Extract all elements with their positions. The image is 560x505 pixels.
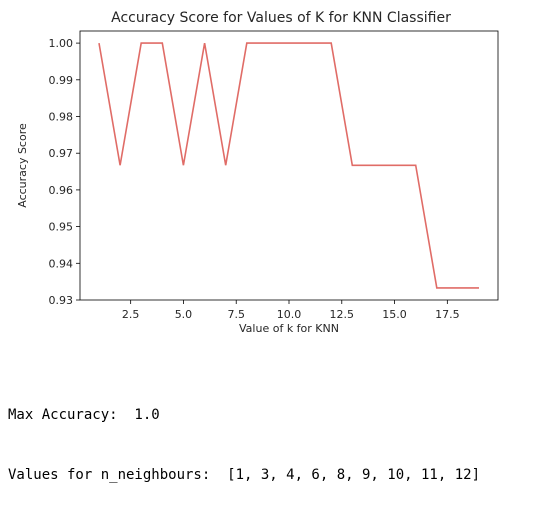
x-tick-label: 2.5 <box>122 308 140 321</box>
x-tick-label: 17.5 <box>435 308 460 321</box>
accuracy-line-chart: Accuracy Score for Values of K for KNN C… <box>16 10 499 335</box>
y-tick-label: 0.95 <box>49 221 74 234</box>
accuracy-series-line <box>98 42 479 289</box>
series-layer <box>98 42 479 289</box>
console-output: Max Accuracy: 1.0 Values for n_neighbour… <box>8 365 480 505</box>
y-tick-label: 1.00 <box>49 37 74 50</box>
x-axis-label: Value of k for KNN <box>239 322 339 335</box>
x-tick-label: 10.0 <box>277 308 302 321</box>
x-tick-label: 7.5 <box>227 308 245 321</box>
y-tick-label: 0.98 <box>49 111 74 124</box>
y-axis-label: Accuracy Score <box>16 123 29 208</box>
n-neighbours-text: Values for n_neighbours: [1, 3, 4, 6, 8,… <box>8 467 481 483</box>
y-tick-label: 0.99 <box>49 74 74 87</box>
y-tick-label: 0.96 <box>49 184 74 197</box>
plot-frame <box>79 30 499 301</box>
x-tick-label: 15.0 <box>382 308 407 321</box>
x-tick-label: 12.5 <box>330 308 355 321</box>
chart-title: Accuracy Score for Values of K for KNN C… <box>111 10 451 26</box>
y-tick-label: 0.97 <box>49 147 74 160</box>
y-axis-ticks: 0.93 0.94 0.95 0.96 0.97 0.98 0.99 1.00 <box>49 37 80 307</box>
x-tick-label: 5.0 <box>175 308 193 321</box>
y-tick-label: 0.94 <box>49 257 74 270</box>
max-accuracy-text: Max Accuracy: 1.0 <box>8 407 160 423</box>
x-axis-ticks: 2.5 5.0 7.5 10.0 12.5 15.0 17.5 <box>122 300 460 321</box>
y-tick-label: 0.93 <box>49 294 74 307</box>
